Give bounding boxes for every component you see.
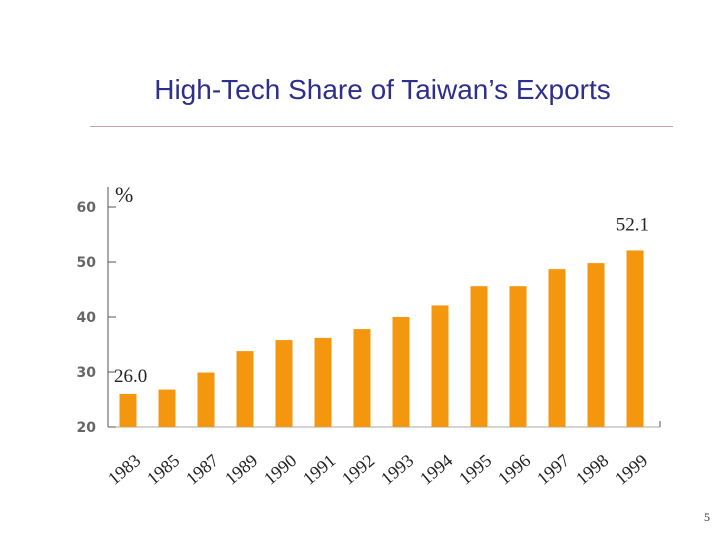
- x-tick-label: 1992: [338, 450, 378, 488]
- x-tick-label: 1993: [377, 450, 417, 488]
- y-tick-label: 30: [77, 365, 97, 381]
- x-tick-label: 1997: [533, 450, 573, 488]
- x-tick-label: 1996: [494, 450, 534, 488]
- bar: [509, 286, 527, 427]
- bar: [236, 351, 254, 427]
- bar: [314, 337, 332, 427]
- x-tick-label: 1991: [299, 450, 339, 488]
- data-label: 52.1: [616, 214, 649, 235]
- bar: [197, 372, 215, 427]
- title-divider: [90, 126, 673, 127]
- bar: [626, 250, 644, 427]
- x-tick-label: 1985: [143, 450, 183, 488]
- y-unit-label: %: [115, 182, 133, 207]
- bar: [470, 286, 488, 427]
- bar: [587, 263, 605, 427]
- page-number: 5: [704, 510, 710, 524]
- x-tick-label: 1987: [182, 450, 222, 488]
- x-tick-label: 1983: [104, 450, 144, 488]
- x-tick-label: 1994: [416, 450, 456, 488]
- bar: [119, 394, 137, 427]
- x-tick-label: 1998: [572, 450, 612, 488]
- x-tick-label: 1989: [221, 450, 261, 488]
- bar: [431, 305, 449, 427]
- y-tick-label: 50: [77, 255, 97, 271]
- bar: [275, 340, 293, 427]
- x-tick-label: 1999: [611, 450, 651, 488]
- data-label: 26.0: [114, 366, 147, 387]
- bar: [158, 389, 176, 427]
- y-tick-label: 40: [77, 310, 97, 326]
- y-tick-label: 20: [77, 420, 97, 436]
- bar: [353, 329, 371, 427]
- bar: [548, 269, 566, 427]
- chart-title: High-Tech Share of Taiwan’s Exports: [154, 74, 611, 105]
- x-tick-label: 1995: [455, 450, 495, 488]
- bar: [392, 317, 410, 427]
- y-tick-label: 60: [77, 200, 97, 216]
- x-tick-label: 1990: [260, 450, 300, 488]
